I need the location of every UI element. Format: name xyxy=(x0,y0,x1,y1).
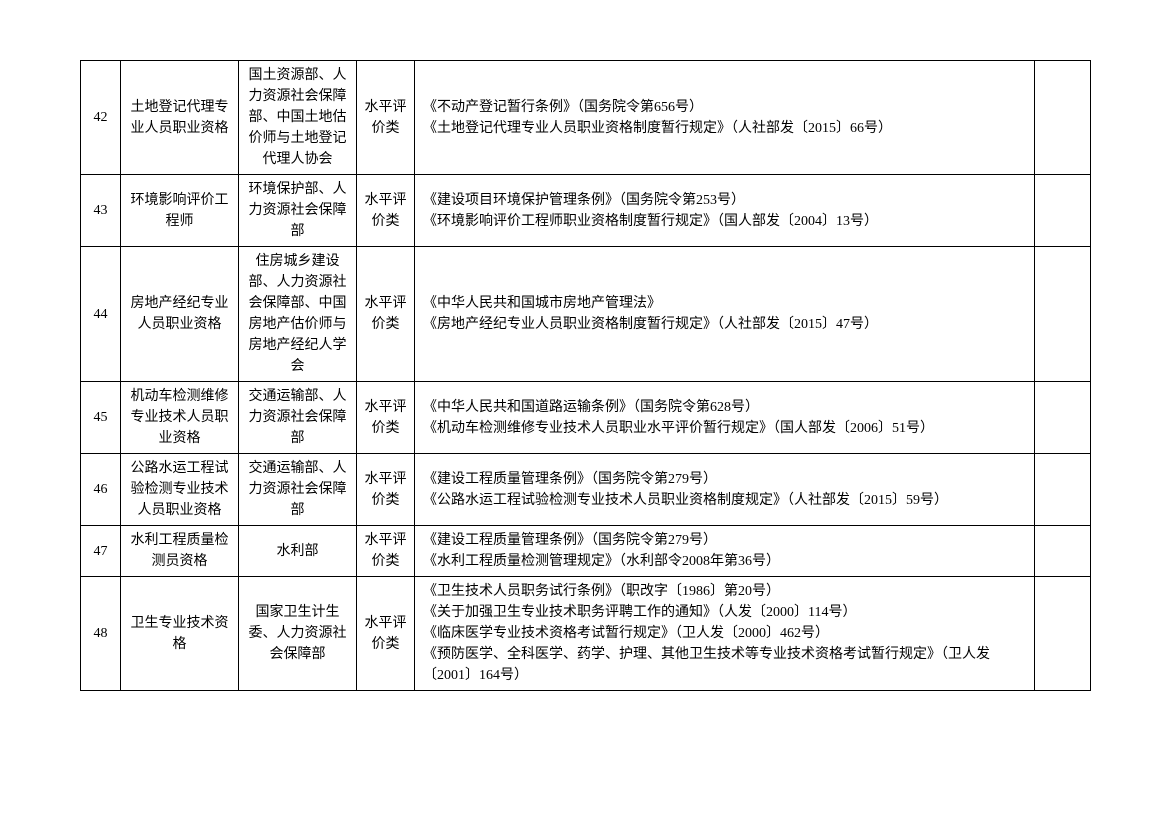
table-row: 45机动车检测维修专业技术人员职业资格交通运输部、人力资源社会保障部水平评价类《… xyxy=(81,382,1091,454)
row-number: 48 xyxy=(81,577,121,691)
type: 水平评价类 xyxy=(357,577,415,691)
qualification-table: 42土地登记代理专业人员职业资格国土资源部、人力资源社会保障部、中国土地估价师与… xyxy=(80,60,1091,691)
qualification-name: 土地登记代理专业人员职业资格 xyxy=(121,61,239,175)
table-row: 42土地登记代理专业人员职业资格国土资源部、人力资源社会保障部、中国土地估价师与… xyxy=(81,61,1091,175)
table-body: 42土地登记代理专业人员职业资格国土资源部、人力资源社会保障部、中国土地估价师与… xyxy=(81,61,1091,691)
document-page: 42土地登记代理专业人员职业资格国土资源部、人力资源社会保障部、中国土地估价师与… xyxy=(80,60,1090,691)
row-number: 43 xyxy=(81,175,121,247)
spare xyxy=(1035,61,1091,175)
type: 水平评价类 xyxy=(357,454,415,526)
type: 水平评价类 xyxy=(357,175,415,247)
department: 住房城乡建设部、人力资源社会保障部、中国房地产估价师与房地产经纪人学会 xyxy=(239,247,357,382)
department: 环境保护部、人力资源社会保障部 xyxy=(239,175,357,247)
spare xyxy=(1035,382,1091,454)
basis: 《卫生技术人员职务试行条例》（职改字〔1986〕第20号）《关于加强卫生专业技术… xyxy=(415,577,1035,691)
spare xyxy=(1035,175,1091,247)
qualification-name: 机动车检测维修专业技术人员职业资格 xyxy=(121,382,239,454)
type: 水平评价类 xyxy=(357,382,415,454)
basis: 《建设项目环境保护管理条例》（国务院令第253号）《环境影响评价工程师职业资格制… xyxy=(415,175,1035,247)
qualification-name: 环境影响评价工程师 xyxy=(121,175,239,247)
department: 国家卫生计生委、人力资源社会保障部 xyxy=(239,577,357,691)
type: 水平评价类 xyxy=(357,526,415,577)
qualification-name: 公路水运工程试验检测专业技术人员职业资格 xyxy=(121,454,239,526)
spare xyxy=(1035,526,1091,577)
spare xyxy=(1035,577,1091,691)
basis: 《中华人民共和国道路运输条例》（国务院令第628号）《机动车检测维修专业技术人员… xyxy=(415,382,1035,454)
row-number: 44 xyxy=(81,247,121,382)
type: 水平评价类 xyxy=(357,247,415,382)
qualification-name: 卫生专业技术资格 xyxy=(121,577,239,691)
department: 国土资源部、人力资源社会保障部、中国土地估价师与土地登记代理人协会 xyxy=(239,61,357,175)
basis: 《建设工程质量管理条例》（国务院令第279号）《公路水运工程试验检测专业技术人员… xyxy=(415,454,1035,526)
department: 水利部 xyxy=(239,526,357,577)
basis: 《中华人民共和国城市房地产管理法》《房地产经纪专业人员职业资格制度暂行规定》（人… xyxy=(415,247,1035,382)
table-row: 44房地产经纪专业人员职业资格住房城乡建设部、人力资源社会保障部、中国房地产估价… xyxy=(81,247,1091,382)
row-number: 42 xyxy=(81,61,121,175)
row-number: 47 xyxy=(81,526,121,577)
spare xyxy=(1035,454,1091,526)
qualification-name: 房地产经纪专业人员职业资格 xyxy=(121,247,239,382)
department: 交通运输部、人力资源社会保障部 xyxy=(239,454,357,526)
basis: 《建设工程质量管理条例》（国务院令第279号）《水利工程质量检测管理规定》（水利… xyxy=(415,526,1035,577)
spare xyxy=(1035,247,1091,382)
basis: 《不动产登记暂行条例》（国务院令第656号）《土地登记代理专业人员职业资格制度暂… xyxy=(415,61,1035,175)
row-number: 46 xyxy=(81,454,121,526)
department: 交通运输部、人力资源社会保障部 xyxy=(239,382,357,454)
table-row: 46公路水运工程试验检测专业技术人员职业资格交通运输部、人力资源社会保障部水平评… xyxy=(81,454,1091,526)
table-row: 48卫生专业技术资格国家卫生计生委、人力资源社会保障部水平评价类《卫生技术人员职… xyxy=(81,577,1091,691)
table-row: 47水利工程质量检测员资格水利部水平评价类《建设工程质量管理条例》（国务院令第2… xyxy=(81,526,1091,577)
qualification-name: 水利工程质量检测员资格 xyxy=(121,526,239,577)
type: 水平评价类 xyxy=(357,61,415,175)
row-number: 45 xyxy=(81,382,121,454)
table-row: 43环境影响评价工程师环境保护部、人力资源社会保障部水平评价类《建设项目环境保护… xyxy=(81,175,1091,247)
